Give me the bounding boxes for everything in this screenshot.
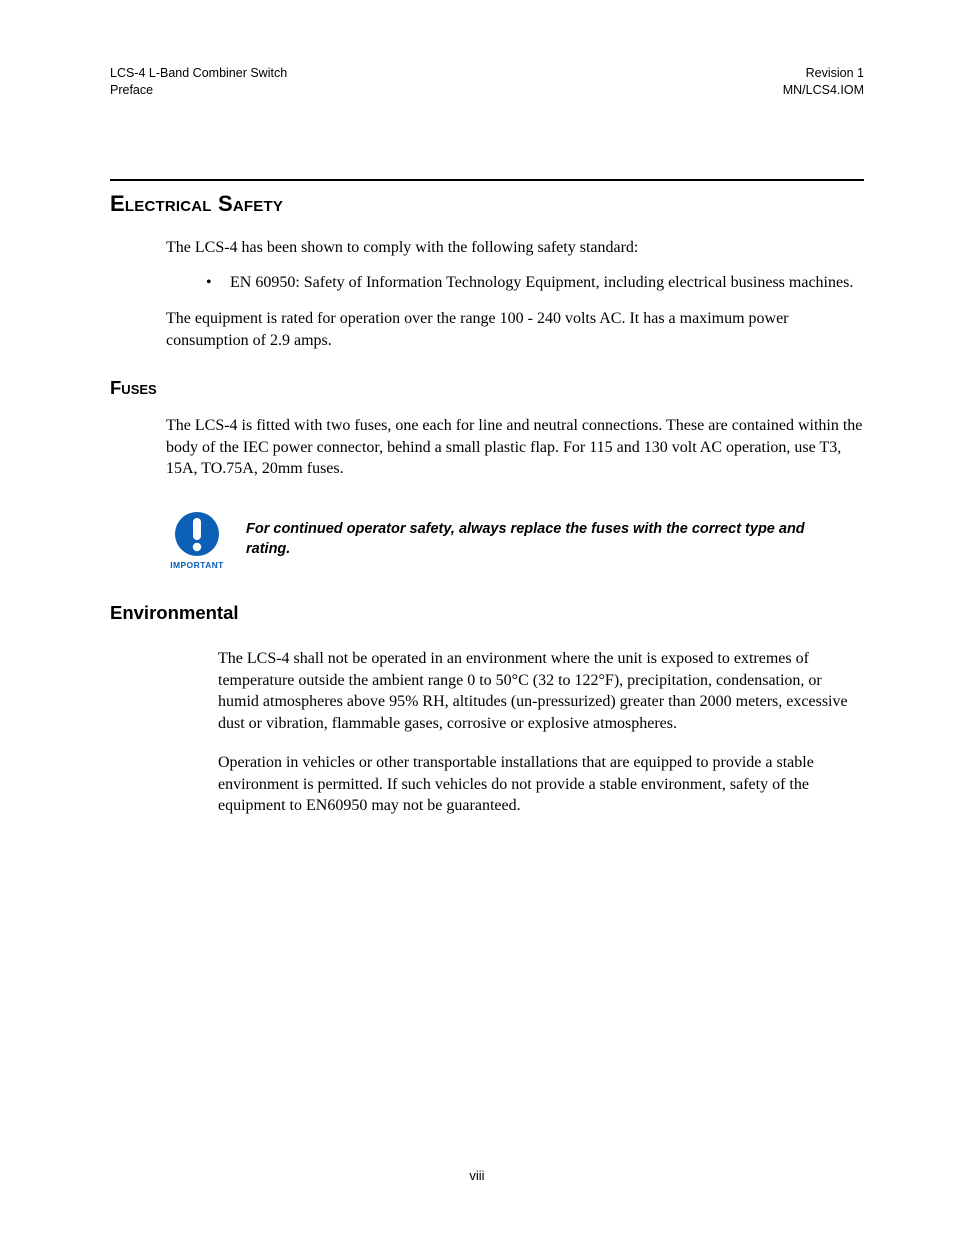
standard-item: EN 60950: Safety of Information Technolo… [206,272,864,294]
heading-environmental: Environmental [110,602,864,624]
environmental-para2: Operation in vehicles or other transport… [218,752,864,817]
heading-electrical-safety: Electrical Safety [110,191,864,217]
important-icon-block: IMPORTANT [166,510,228,570]
exclamation-icon [173,510,221,558]
important-label: IMPORTANT [170,560,224,570]
page-number: viii [0,1168,954,1183]
page-header: LCS-4 L-Band Combiner Switch Preface Rev… [110,65,864,99]
electrical-intro: The LCS-4 has been shown to comply with … [166,237,864,259]
standards-list: EN 60950: Safety of Information Technolo… [206,272,864,294]
header-right: Revision 1 MN/LCS4.IOM [783,65,864,99]
header-left: LCS-4 L-Band Combiner Switch Preface [110,65,287,99]
electrical-rating: The equipment is rated for operation ove… [166,308,864,351]
heading-fuses: Fuses [110,377,864,399]
section-rule [110,179,864,181]
header-revision: Revision 1 [783,65,864,82]
important-callout: IMPORTANT For continued operator safety,… [166,510,864,570]
header-section: Preface [110,82,287,99]
fuses-para: The LCS-4 is fitted with two fuses, one … [166,415,864,480]
important-text: For continued operator safety, always re… [246,520,864,559]
header-docnum: MN/LCS4.IOM [783,82,864,99]
header-product: LCS-4 L-Band Combiner Switch [110,65,287,82]
environmental-para1: The LCS-4 shall not be operated in an en… [218,648,864,734]
